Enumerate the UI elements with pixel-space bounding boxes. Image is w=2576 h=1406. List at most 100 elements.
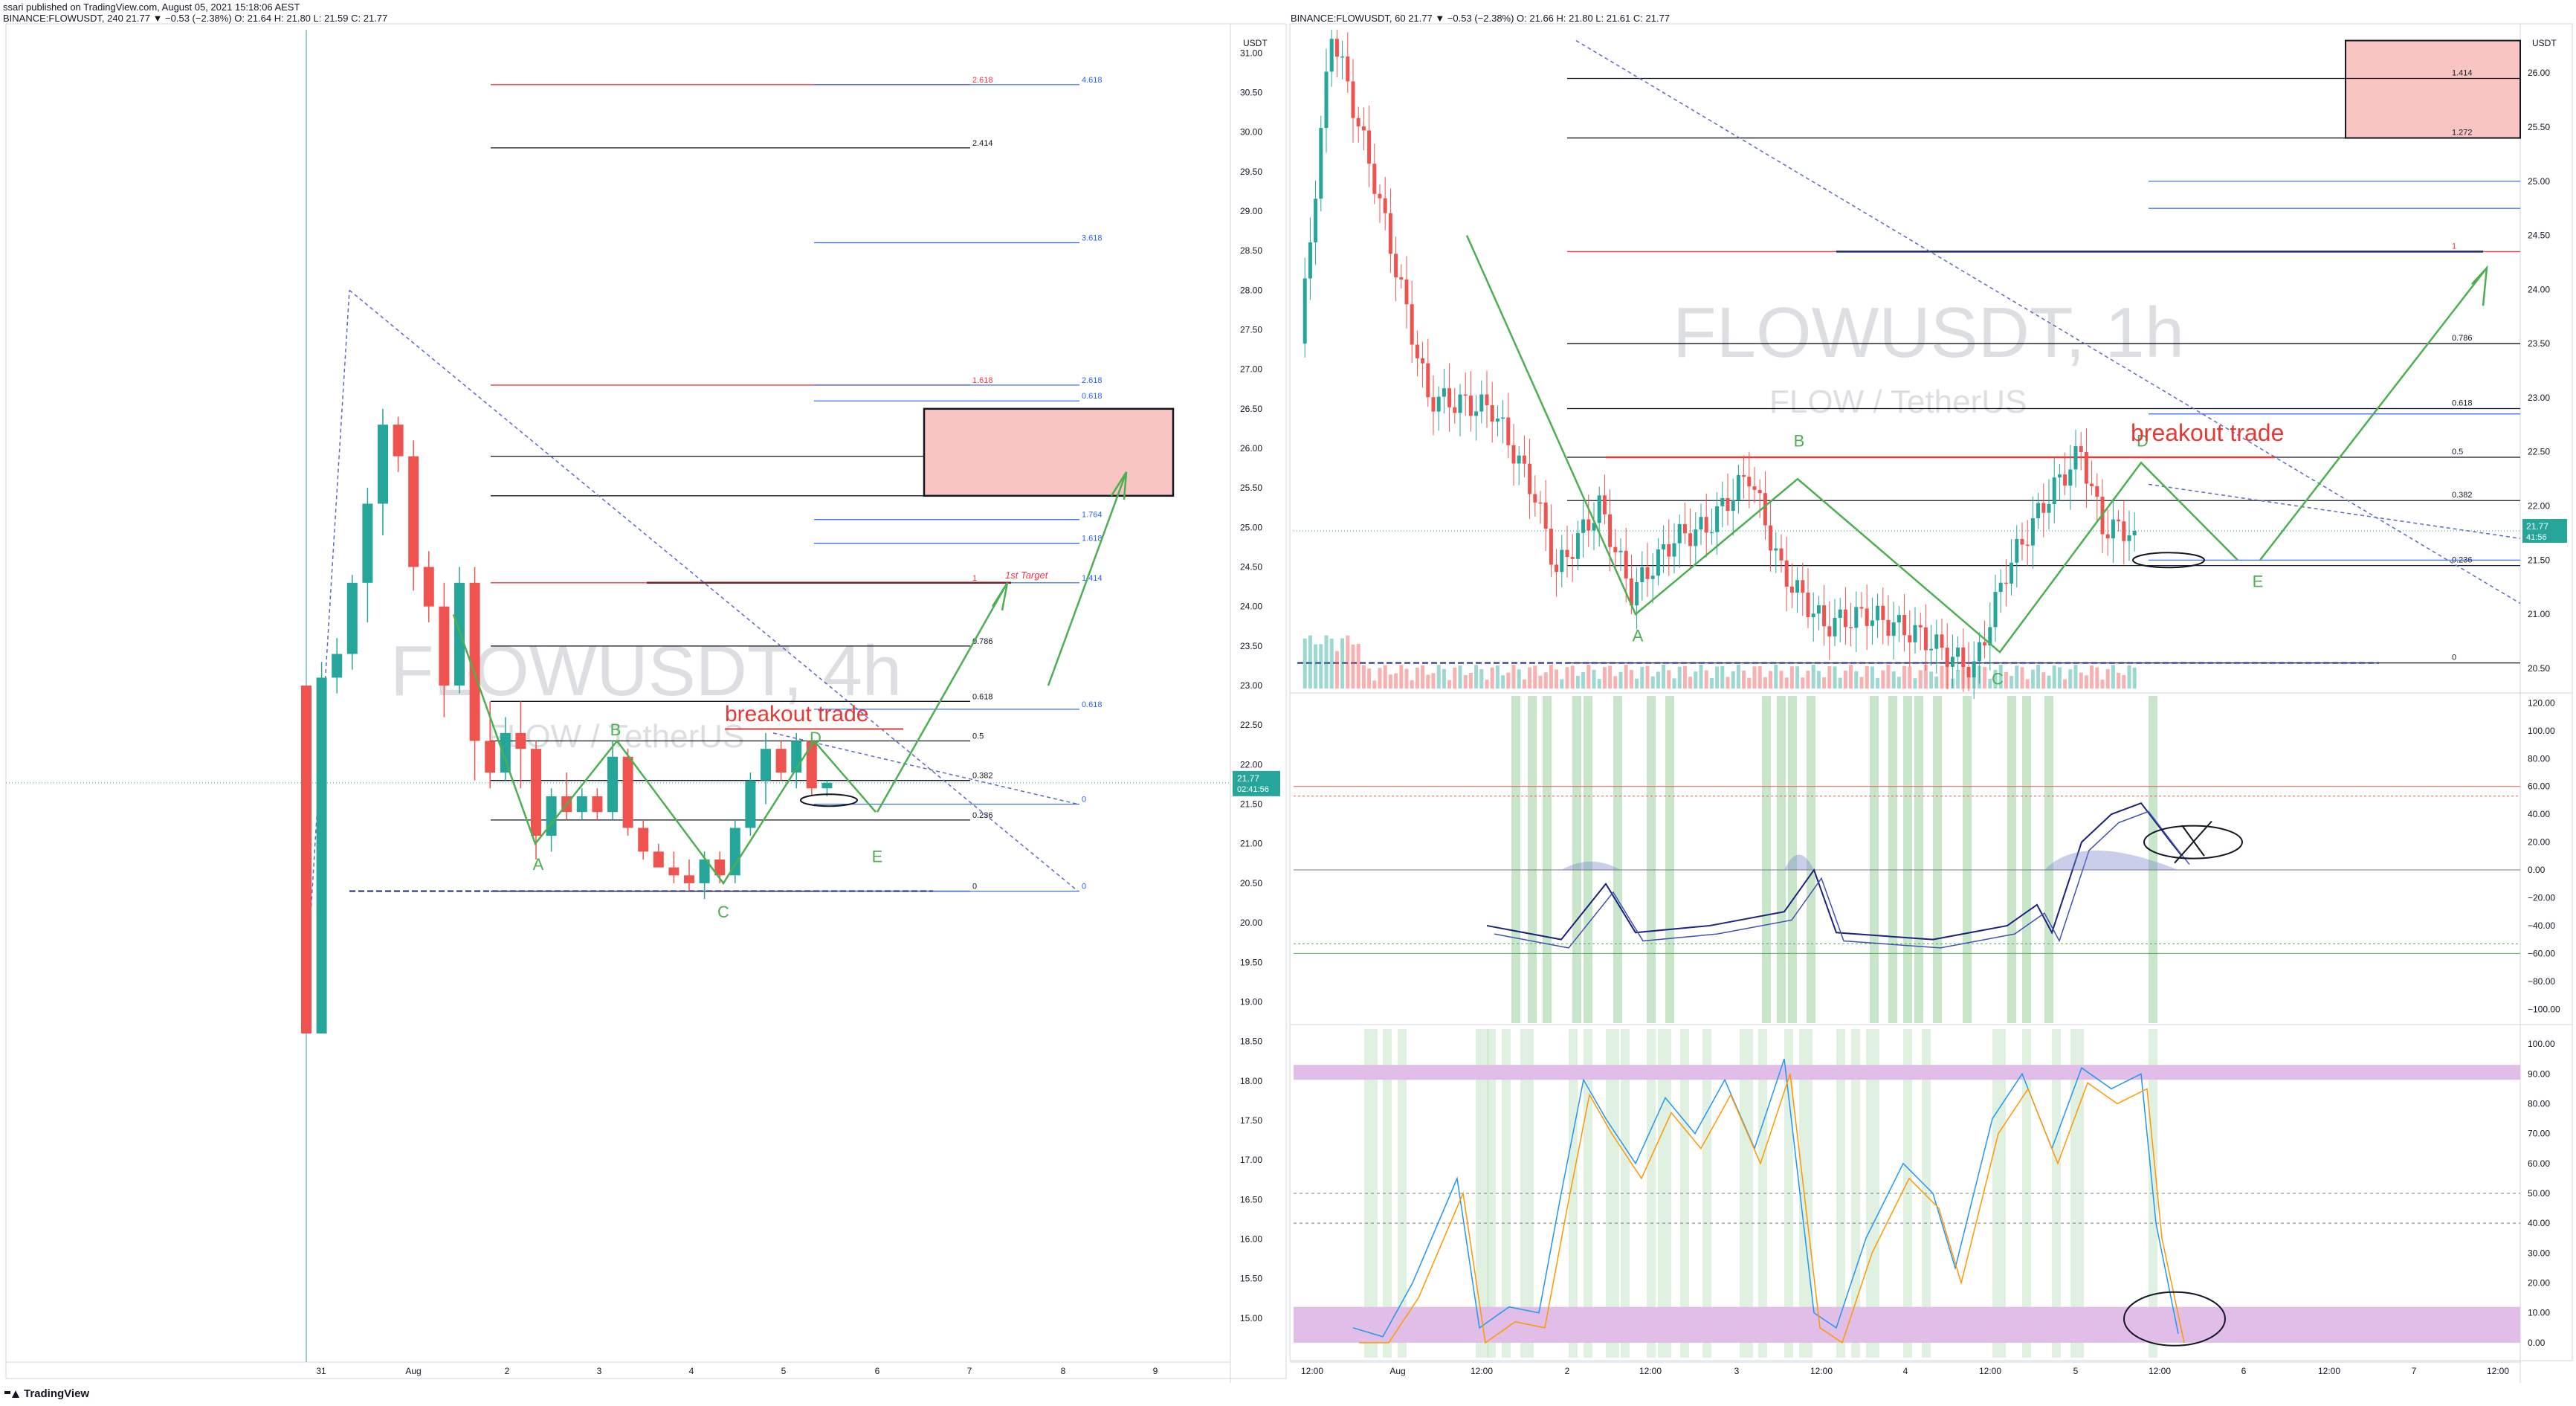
right-target-box — [2345, 39, 2521, 139]
right-volume-bar — [1528, 667, 1532, 689]
right-last-price-badge — [2522, 519, 2567, 544]
right-candle-body — [1501, 417, 1505, 419]
osc2-signal-bar — [1621, 1029, 1630, 1358]
left-fib-ext-label: 1.414 — [1082, 574, 1103, 583]
left-candle-body — [729, 828, 740, 876]
footer-brand[interactable]: TradingView — [4, 1387, 89, 1400]
right-candle-body — [1404, 279, 1409, 305]
right-candle-body — [1672, 543, 1676, 557]
osc1-y-tick: 0.00 — [2528, 865, 2546, 875]
right-volume-bar — [1752, 666, 1757, 689]
right-volume-bar — [1988, 678, 1992, 689]
right-volume-bar — [1662, 665, 1666, 689]
right-candle-body — [1592, 523, 1596, 531]
right-volume-bar — [1966, 671, 1971, 689]
osc1-y-tick: 80.00 — [2528, 753, 2550, 764]
right-countdown: 41:56 — [2526, 533, 2547, 542]
right-candle-body — [1314, 199, 1318, 242]
right-volume-bar — [1704, 670, 1708, 689]
right-candle-body — [1463, 394, 1468, 396]
right-candle-body — [2025, 544, 2030, 546]
osc1-wave-2 — [1494, 810, 2190, 949]
right-volume-bar — [1677, 666, 1682, 689]
right-candle-body — [2090, 483, 2094, 486]
right-volume-bar — [1314, 644, 1318, 689]
osc1-signal-bar — [2044, 696, 2053, 1023]
left-y-tick: 27.00 — [1240, 364, 1262, 375]
right-hand-ellipse — [2132, 552, 2205, 569]
left-candle-body — [775, 749, 787, 773]
left-fib-ext-label: 3.618 — [1082, 234, 1103, 243]
right-volume-bar — [1334, 651, 1339, 689]
right-volume-bar — [1302, 638, 1307, 689]
right-candle-body — [1988, 627, 1992, 646]
right-candle-body — [1372, 164, 1377, 194]
right-volume-bar — [1490, 667, 1494, 689]
right-volume-bar — [1629, 670, 1633, 689]
right-volume-bar — [1806, 671, 1810, 689]
right-volume-bar — [2127, 665, 2131, 689]
left-candle-body — [301, 686, 311, 1033]
right-candle-body — [1394, 254, 1398, 277]
osc1-signal-bar — [1528, 696, 1537, 1023]
osc2-signal-bar — [1758, 1029, 1767, 1358]
right-volume-bar — [1918, 670, 1923, 689]
osc1-signal-bar — [2007, 696, 2016, 1023]
osc1-y-tick: 120.00 — [2528, 697, 2555, 708]
right-x-tick: 12:00 — [1471, 1366, 1493, 1376]
right-candle-body — [1789, 587, 1794, 593]
right-candle-body — [1346, 56, 1350, 82]
right-candle-body — [1361, 126, 1366, 131]
right-candle-body — [1635, 581, 1639, 606]
right-candle-body — [1694, 529, 1698, 546]
right-candle-body — [1581, 519, 1586, 533]
right-volume-bar — [2095, 667, 2099, 689]
left-fib-level-label: 0.786 — [972, 637, 993, 646]
right-candle-body — [1613, 546, 1618, 552]
right-candle-body — [2095, 486, 2099, 497]
right-volume-bar — [1468, 672, 1473, 689]
right-volume-bar — [1592, 669, 1596, 689]
right-candle-body — [1495, 418, 1500, 422]
right-volume-bar — [1640, 666, 1644, 689]
right-x-tick: 7 — [2412, 1366, 2417, 1376]
right-candle-body — [1993, 592, 1998, 628]
right-candle-body — [1319, 128, 1323, 199]
right-volume-bar — [2020, 667, 2024, 689]
right-volume-bar — [2052, 665, 2056, 689]
right-volume-bar — [2041, 672, 2046, 689]
right-fib-level-label: 0.618 — [2452, 399, 2473, 408]
right-volume-bar — [2132, 667, 2137, 689]
right-candle-body — [1833, 617, 1837, 636]
right-volume-bar — [1426, 674, 1430, 689]
left-x-tick: 7 — [967, 1366, 972, 1376]
left-candle-body — [332, 654, 343, 678]
right-candle-body — [1608, 514, 1613, 547]
right-volume-bar — [1870, 666, 1874, 689]
left-last-price-badge — [1233, 770, 1280, 796]
left-fib-ext-label: 2.618 — [1082, 376, 1103, 385]
right-candle-body — [1715, 506, 1720, 532]
right-candle-body — [1602, 495, 1607, 515]
right-candle-body — [1977, 642, 1981, 662]
right-candle-body — [1859, 607, 1864, 609]
osc1-signal-bar — [1647, 696, 1656, 1023]
right-candle-body — [1431, 397, 1436, 412]
right-volume-bar — [2036, 665, 2041, 689]
osc1-hand-cross — [2174, 820, 2212, 864]
right-volume-bar — [1581, 672, 1586, 689]
osc1-signal-bar — [1665, 696, 1674, 1023]
left-y-tick: 29.50 — [1240, 167, 1262, 177]
left-candle-body — [699, 860, 710, 883]
right-volume-bar — [2030, 669, 2035, 689]
right-fib-level-label: 0.382 — [2452, 491, 2473, 500]
right-candle-body — [1913, 625, 1917, 642]
right-volume-bar — [1827, 666, 1832, 689]
left-y-tick: 18.00 — [1240, 1076, 1262, 1086]
osc1-signal-bar — [2149, 696, 2157, 1023]
right-volume-bar — [2004, 671, 2008, 689]
right-volume-bar — [2010, 676, 2014, 689]
right-fib-level-label: 0.5 — [2452, 448, 2463, 457]
right-volume-bar — [1747, 677, 1752, 689]
